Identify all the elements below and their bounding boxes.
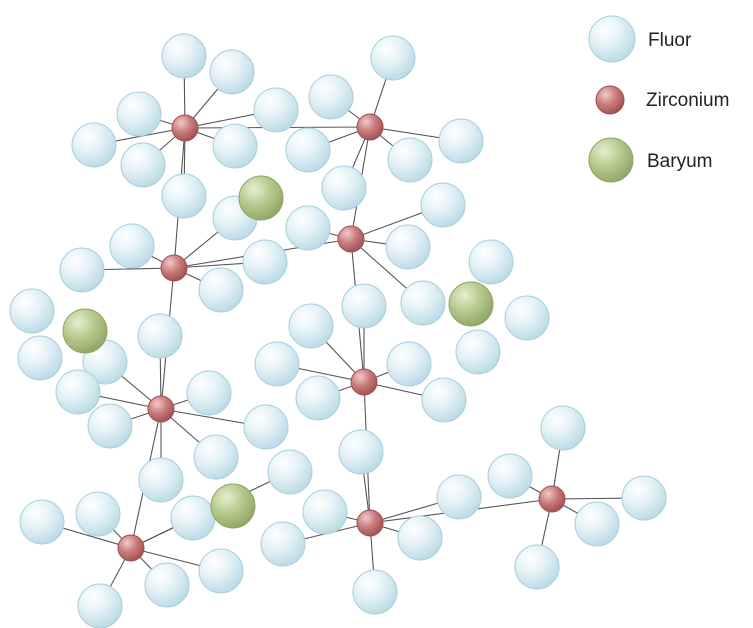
zirconium-atom (160, 254, 188, 282)
zirconium-atom (147, 395, 175, 423)
fluor-atom (352, 569, 398, 615)
fluor-atom (295, 375, 341, 421)
fluor-atom (285, 205, 331, 251)
fluor-atom (302, 489, 348, 535)
fluor-atom (260, 521, 306, 567)
fluor-atom (71, 122, 117, 168)
baryum-atom (62, 308, 108, 354)
fluor-atom (193, 434, 239, 480)
fluor-atom (308, 74, 354, 120)
fluor-atom (455, 329, 501, 375)
legend-zirconium-label: Zirconium (646, 90, 729, 111)
fluor-atom (514, 544, 560, 590)
fluor-atom (421, 377, 467, 423)
fluor-atom (198, 267, 244, 313)
baryum-atom (448, 281, 494, 327)
zirconium-atom (350, 368, 378, 396)
fluor-atom (397, 515, 443, 561)
legend-fluor-label: Fluor (648, 30, 692, 51)
fluor-atom (621, 475, 667, 521)
fluor-atom (285, 127, 331, 173)
fluor-atom (267, 449, 313, 495)
fluor-atom (387, 137, 433, 183)
fluor-atom (386, 341, 432, 387)
fluor-atom (75, 491, 121, 537)
fluor-atom (487, 453, 533, 499)
fluor-atom (438, 118, 484, 164)
fluor-atom (253, 87, 299, 133)
fluor-atom (540, 405, 586, 451)
zirconium-atom (171, 114, 199, 142)
fluor-atom (242, 239, 288, 285)
fluor-atom (254, 341, 300, 387)
legend-zirconium-icon (595, 85, 625, 115)
fluor-atom (436, 474, 482, 520)
fluor-atom (17, 335, 63, 381)
fluor-atom (120, 142, 166, 188)
fluor-atom (19, 499, 65, 545)
zirconium-atom (337, 225, 365, 253)
zirconium-atom (356, 509, 384, 537)
fluor-atom (504, 295, 550, 341)
fluor-atom (186, 370, 232, 416)
fluor-atom (420, 182, 466, 228)
legend-baryum-label: Baryum (647, 151, 712, 172)
fluor-atom (370, 35, 416, 81)
fluor-atom (385, 224, 431, 270)
fluor-atom (321, 165, 367, 211)
fluor-atom (116, 91, 162, 137)
fluor-atom (400, 280, 446, 326)
fluor-atom (161, 33, 207, 79)
fluor-atom (77, 583, 123, 628)
baryum-atom (238, 175, 284, 221)
fluor-atom (59, 247, 105, 293)
legend-baryum-icon (588, 137, 634, 183)
fluor-atom (138, 457, 184, 503)
zirconium-atom (356, 113, 384, 141)
fluor-atom (109, 223, 155, 269)
fluor-atom (161, 173, 207, 219)
fluor-atom (288, 303, 334, 349)
baryum-atom (210, 483, 256, 529)
zirconium-atom (117, 534, 145, 562)
fluor-atom (9, 288, 55, 334)
fluor-atom (137, 313, 183, 359)
fluor-atom (212, 123, 258, 169)
fluor-atom (144, 562, 190, 608)
fluor-atom (338, 429, 384, 475)
zirconium-atom (538, 485, 566, 513)
fluor-atom (341, 283, 387, 329)
legend: Fluor Zirconium Baryum (588, 15, 729, 183)
fluor-atom (55, 369, 101, 415)
fluor-atom (209, 49, 255, 95)
fluor-atom (574, 501, 620, 547)
fluor-atom (243, 404, 289, 450)
fluor-atom (87, 403, 133, 449)
fluor-atom (170, 495, 216, 541)
fluor-atom (198, 548, 244, 594)
atoms-layer (9, 33, 667, 628)
legend-fluor-icon (588, 15, 636, 63)
fluor-atom (468, 239, 514, 285)
